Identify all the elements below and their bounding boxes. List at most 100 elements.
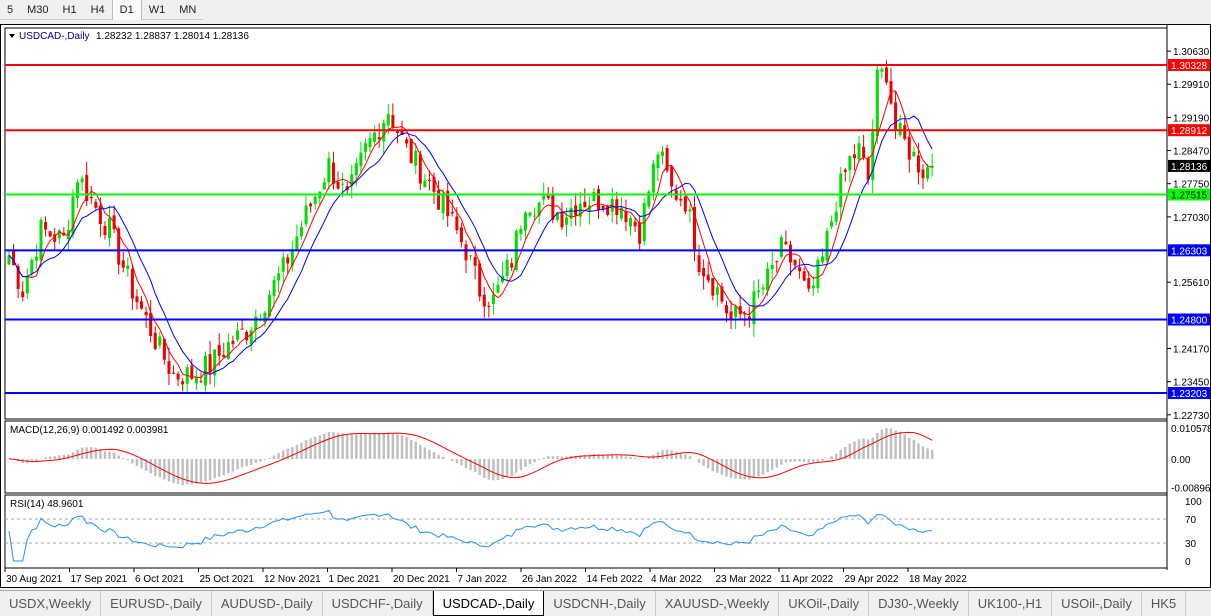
chart-symbol: USDCAD-,Daily <box>19 31 90 42</box>
candle-body <box>574 205 578 216</box>
candle-body <box>12 251 16 266</box>
timeframe-5[interactable]: 5 <box>7 4 14 16</box>
candle-body <box>450 211 454 214</box>
date-axis-label: 12 Nov 2021 <box>264 574 321 585</box>
candle-body <box>62 232 66 236</box>
candle-body <box>624 210 628 223</box>
candle-body <box>597 189 601 210</box>
candle-body <box>779 237 783 257</box>
candle-body <box>711 278 715 296</box>
chart-tab[interactable]: XAUUSD-,Weekly <box>656 591 780 616</box>
rsi-axis-label: 0 <box>1185 557 1191 568</box>
price-axis-label: 1.27750 <box>1173 180 1210 191</box>
candle-body <box>295 236 299 250</box>
candle-body <box>752 291 756 325</box>
candle-body <box>44 222 48 230</box>
candle-body <box>688 209 692 212</box>
candle-body <box>254 316 258 330</box>
candle-body <box>756 290 760 293</box>
candle-body <box>373 132 377 142</box>
candle-body <box>121 260 125 268</box>
candle-body <box>405 139 409 144</box>
candle-body <box>802 271 806 281</box>
chart-window[interactable]: USDCAD-,Daily 1.28232 1.28837 1.28014 1.2… <box>0 24 1211 588</box>
candle-body <box>747 316 751 321</box>
candle-body <box>446 190 450 217</box>
candle-body <box>80 178 84 183</box>
chart-tab[interactable]: UK100-,H1 <box>969 591 1053 616</box>
date-axis-label: 6 Oct 2021 <box>135 574 184 585</box>
candle-body <box>651 163 655 193</box>
candle-body <box>103 226 107 236</box>
chart-tab[interactable]: AUDUSD-,Daily <box>212 591 323 616</box>
candle-body <box>437 190 441 210</box>
candle-body <box>816 259 820 289</box>
chart-tab[interactable]: USDCHF-,Daily <box>323 591 433 616</box>
chart-tab[interactable]: EURUSD-,Daily <box>101 591 212 616</box>
candle-body <box>843 169 847 172</box>
timeframe-H1[interactable]: H1 <box>62 4 77 16</box>
candle-body <box>322 182 326 190</box>
candle-body <box>693 206 696 252</box>
timeframe-toolbar: 5 M30 H1 H4 D1 W1 MN <box>0 0 204 20</box>
chart-tab[interactable]: USDCAD-,Daily <box>432 591 545 616</box>
chart-tab[interactable]: DJ30-,Weekly <box>869 591 969 616</box>
date-axis-label: 4 Mar 2022 <box>651 574 702 585</box>
candle-body <box>528 212 532 216</box>
date-axis-label: 23 Mar 2022 <box>716 574 773 585</box>
candle-body <box>455 216 459 231</box>
timeframe-M30[interactable]: M30 <box>27 4 49 16</box>
date-axis-label: 1 Dec 2021 <box>329 574 381 585</box>
timeframe-D1[interactable]: D1 <box>111 0 142 20</box>
candle-body <box>222 355 226 358</box>
price-chart[interactable]: USDCAD-,Daily 1.28232 1.28837 1.28014 1.2… <box>1 25 1211 587</box>
candle-body <box>537 202 541 216</box>
candle-body <box>432 176 436 192</box>
candle-body <box>126 265 130 270</box>
candle-body <box>423 180 427 188</box>
level-price-label: 1.30328 <box>1171 61 1208 72</box>
candle-body <box>820 256 824 263</box>
chart-tab[interactable]: HK5 <box>1142 591 1187 616</box>
candle-body <box>464 244 468 261</box>
candle-body <box>729 311 733 319</box>
candle-body <box>30 259 34 274</box>
candle-body <box>811 285 815 289</box>
timeframe-H4[interactable]: H4 <box>90 4 105 16</box>
chart-tab[interactable]: UKOil-,Daily <box>779 591 870 616</box>
candle-body <box>213 349 217 376</box>
candle-body <box>57 230 61 239</box>
candle-body <box>683 196 687 212</box>
rsi-pane-frame <box>4 494 1168 569</box>
candle-body <box>25 276 29 294</box>
candle-body <box>592 191 596 201</box>
level-price-label: 1.28912 <box>1171 126 1208 137</box>
candle-body <box>871 131 875 180</box>
candle-body <box>144 311 148 316</box>
chart-tab[interactable]: USOil-,Daily <box>1052 591 1142 616</box>
candle-body <box>418 154 422 184</box>
candle-body <box>89 196 93 199</box>
timeframe-MN[interactable]: MN <box>179 4 197 16</box>
candle-body <box>784 241 788 245</box>
candle-body <box>249 330 253 345</box>
candle-body <box>236 330 239 340</box>
candle-body <box>766 268 770 291</box>
main-pane-frame <box>4 27 1168 420</box>
candle-body <box>304 205 308 225</box>
candle-body <box>48 231 52 237</box>
macd-title: MACD(12,26,9) 0.001492 0.003981 <box>10 425 169 436</box>
candle-body <box>98 205 102 224</box>
candle-body <box>706 274 710 281</box>
price-axis-label: 1.29910 <box>1173 80 1210 91</box>
macd-signal-line <box>8 431 933 484</box>
candle-body <box>391 114 395 128</box>
chart-tab[interactable]: USDX,Weekly <box>0 591 102 616</box>
price-axis-label: 1.23450 <box>1173 378 1210 389</box>
candle-body <box>761 287 765 290</box>
level-price-box <box>1168 59 1211 71</box>
candle-body <box>491 294 495 305</box>
chart-tab[interactable]: USDCNH-,Daily <box>544 591 656 616</box>
timeframe-W1[interactable]: W1 <box>148 4 166 16</box>
candle-body <box>798 267 802 272</box>
